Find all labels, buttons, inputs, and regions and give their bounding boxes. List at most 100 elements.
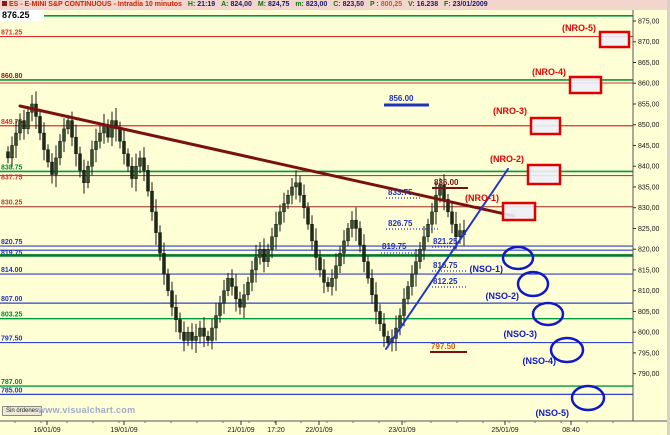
nso-annotation-ellipse[interactable] xyxy=(501,245,535,271)
chart-note-label[interactable]: 821.25 xyxy=(433,237,458,246)
price-axis-label: 850,00 xyxy=(638,122,660,129)
nro-annotation-label[interactable]: (NRO-2) xyxy=(490,154,524,164)
chart-note-label[interactable]: 833.75 xyxy=(388,188,413,197)
price-level-label: 849.75 xyxy=(1,119,23,126)
candle-body xyxy=(6,151,10,159)
candle-body xyxy=(318,257,322,271)
instrument-icon xyxy=(2,1,7,7)
candle-body xyxy=(298,182,302,196)
quote-field-p: P : 800,25 xyxy=(369,1,403,8)
candle-body xyxy=(230,278,234,287)
price-axis-label: 805,00 xyxy=(638,309,660,316)
nro-annotation-box[interactable] xyxy=(526,163,562,186)
nro-annotation-label[interactable]: (NRO-1) xyxy=(465,193,499,203)
price-level-label: 807.00 xyxy=(1,296,23,303)
nso-annotation-ellipse[interactable] xyxy=(531,301,565,327)
price-level-label: 797.50 xyxy=(1,336,23,343)
nso-annotation-label[interactable]: (NSO-3) xyxy=(504,329,538,339)
price-axis-label: 810,00 xyxy=(638,288,660,295)
no-orders-button[interactable]: Sin órdenes xyxy=(2,406,43,416)
descending-trendline[interactable] xyxy=(18,104,516,218)
window-right-edge xyxy=(667,0,670,435)
chart-note-label[interactable]: 816.75 xyxy=(433,261,458,270)
chart-note-label[interactable]: 856.00 xyxy=(389,94,414,103)
nso-annotation-label[interactable]: (NSO-2) xyxy=(486,291,520,301)
candle-body xyxy=(454,224,458,237)
candle-body xyxy=(290,186,294,196)
nro-annotation-label[interactable]: (NRO-5) xyxy=(562,23,596,33)
price-axis-label: 870,00 xyxy=(638,39,660,46)
candle-body xyxy=(242,294,246,308)
candle-body xyxy=(326,282,330,287)
candle-body xyxy=(22,120,26,130)
nro-annotation-box[interactable] xyxy=(598,30,631,49)
candle-body xyxy=(426,224,430,237)
candle-body xyxy=(366,261,370,279)
price-axis-label: 860,00 xyxy=(638,81,660,88)
candle-body xyxy=(198,327,202,337)
quote-field-volume: V: 16.238 xyxy=(408,1,439,8)
nso-annotation-ellipse[interactable] xyxy=(549,336,585,364)
candle-body xyxy=(334,265,338,279)
candle-body xyxy=(58,141,62,159)
candle-body xyxy=(314,240,318,258)
ascending-trendline[interactable] xyxy=(385,168,509,350)
candle-body xyxy=(294,182,298,188)
price-axis-label: 825,00 xyxy=(638,226,660,233)
candle-body xyxy=(98,132,102,142)
candle-body xyxy=(270,236,274,250)
nso-annotation-label[interactable]: (NSO-4) xyxy=(523,356,557,366)
price-axis-label: 790,00 xyxy=(638,371,660,378)
price-level-label: 787.00 xyxy=(1,379,23,386)
nro-annotation-box[interactable] xyxy=(501,201,537,222)
candle-body xyxy=(338,253,342,266)
nro-annotation-label[interactable]: (NRO-4) xyxy=(532,67,566,77)
candle-body xyxy=(458,230,462,237)
candle-body xyxy=(82,170,86,184)
nro-annotation-label[interactable]: (NRO-3) xyxy=(493,106,527,116)
candle-body xyxy=(358,228,362,246)
candle-body xyxy=(218,302,222,316)
time-axis-label: 21/01/09 xyxy=(227,427,254,434)
price-level-label: 837.75 xyxy=(1,175,23,182)
chart-note-label[interactable]: 826.75 xyxy=(388,219,413,228)
candle-body xyxy=(274,224,278,237)
candle-body xyxy=(122,141,126,154)
price-axis-label: 815,00 xyxy=(638,267,660,274)
nso-annotation-ellipse[interactable] xyxy=(516,270,550,298)
chart-note-label[interactable]: 819.75 xyxy=(382,242,407,251)
candle-body xyxy=(90,149,94,167)
price-level-label: 871.25 xyxy=(1,30,23,37)
chart-note-label[interactable]: 812.25 xyxy=(433,277,458,286)
candle-body xyxy=(246,282,250,296)
candle-body xyxy=(386,336,390,343)
candle-body xyxy=(126,153,130,167)
candle-body xyxy=(254,257,258,271)
chart-note-label[interactable]: 836.00 xyxy=(434,178,459,187)
candle-body xyxy=(362,244,366,262)
candle-body xyxy=(66,120,70,130)
time-axis-label: 16/01/09 xyxy=(33,427,60,434)
time-axis-label: 23/01/09 xyxy=(388,427,415,434)
plot-background xyxy=(0,10,670,435)
nso-annotation-label[interactable]: (NSO-1) xyxy=(470,264,504,274)
candle-body xyxy=(414,261,418,275)
candle-body xyxy=(310,224,314,242)
nro-annotation-box[interactable] xyxy=(568,75,603,95)
candle-body xyxy=(130,166,134,179)
candle-body xyxy=(46,149,50,163)
time-axis-label: 08:40 xyxy=(562,427,580,434)
candle-body xyxy=(178,319,182,333)
candle-body xyxy=(258,248,262,258)
time-axis-label: 19/01/09 xyxy=(110,427,137,434)
candle-body xyxy=(434,195,438,213)
nso-annotation-ellipse[interactable] xyxy=(570,384,606,412)
candle-body xyxy=(422,236,426,250)
nso-annotation-label[interactable]: (NSO-5) xyxy=(536,408,570,418)
candle-body xyxy=(154,211,158,233)
chart-note-label[interactable]: 797.50 xyxy=(431,342,456,351)
quote-field-high-time: H: 21:19 xyxy=(187,1,216,8)
nro-annotation-box[interactable] xyxy=(529,116,562,136)
price-axis-label: 795,00 xyxy=(638,350,660,357)
candle-body xyxy=(302,195,306,208)
